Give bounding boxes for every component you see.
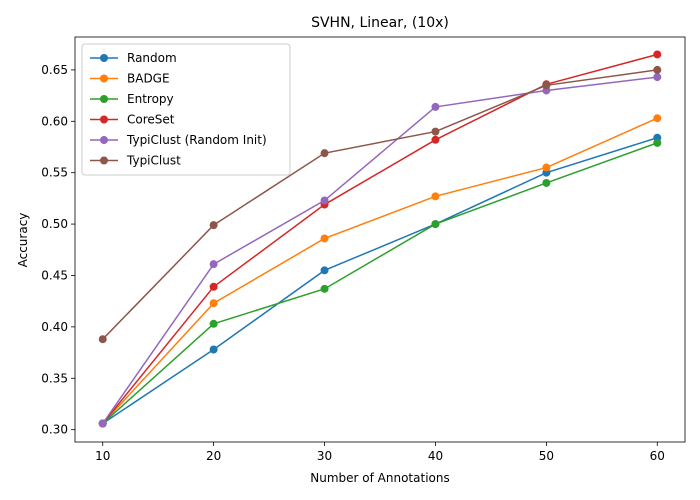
data-point (653, 65, 662, 74)
data-point (320, 266, 329, 275)
y-tick-label: 0.35 (41, 371, 68, 385)
legend-label: Entropy (127, 92, 174, 106)
legend-marker (100, 54, 108, 62)
series-random (98, 133, 662, 428)
legend-marker (100, 156, 108, 165)
data-point (431, 127, 440, 136)
y-tick-label: 0.60 (41, 114, 68, 128)
legend-label: TypiClust (126, 154, 181, 168)
y-tick-label: 0.45 (41, 268, 68, 282)
data-point (209, 282, 218, 291)
x-axis-label: Number of Annotations (310, 471, 449, 485)
y-axis: 0.30 0.35 0.40 0.45 0.50 0.55 0.60 0.65 (41, 63, 75, 437)
x-tick-label: 40 (428, 449, 443, 463)
y-tick-label: 0.55 (41, 166, 68, 180)
legend-item: BADGE (90, 72, 170, 86)
legend-marker (100, 136, 108, 144)
data-point (653, 138, 662, 147)
data-point (320, 284, 329, 293)
legend-box (81, 43, 291, 176)
legend-item: CoreSet (90, 113, 175, 127)
data-point (653, 50, 662, 59)
data-point (209, 299, 218, 308)
data-point (542, 163, 551, 172)
legend-item: TypiClust (90, 154, 181, 168)
data-point (320, 196, 329, 205)
legend-label: BADGE (127, 72, 170, 86)
plot-area (74, 36, 686, 443)
data-point (653, 73, 662, 82)
x-tick-label: 60 (650, 449, 665, 463)
y-tick-label: 0.50 (41, 217, 68, 231)
legend-item: Entropy (90, 92, 174, 106)
x-tick-label: 50 (539, 449, 554, 463)
chart-title: SVHN, Linear, (10x) (311, 15, 449, 31)
legend-marker (100, 74, 108, 83)
data-point (209, 221, 218, 230)
data-point (320, 234, 329, 243)
x-tick-label: 30 (317, 449, 332, 463)
plot-frame (74, 36, 686, 443)
x-axis: 10 20 30 40 50 60 (95, 442, 665, 463)
legend-label: TypiClust (Random Init) (126, 133, 267, 147)
series-line (102, 69, 658, 340)
series-entropy (98, 138, 662, 428)
data-point (209, 345, 218, 354)
series-line (102, 137, 658, 425)
series-line (102, 53, 658, 424)
data-point (209, 319, 218, 328)
x-tick-label: 10 (95, 449, 110, 463)
legend-label: Random (127, 51, 177, 65)
data-point (320, 149, 329, 158)
data-point (98, 419, 107, 428)
legend-item: Random (90, 51, 177, 65)
x-tick-label: 20 (206, 449, 221, 463)
y-tick-label: 0.65 (41, 63, 68, 77)
data-point (98, 335, 107, 344)
legend: Random BADGE Entropy CoreSet TypiClust (Rand… (81, 43, 291, 176)
data-point (431, 135, 440, 144)
series-typiclust (98, 65, 662, 344)
legend-marker (100, 95, 108, 103)
y-tick-label: 0.40 (41, 320, 68, 334)
series-line (102, 76, 658, 424)
data-point (653, 114, 662, 123)
y-tick-label: 0.30 (41, 423, 68, 437)
data-point (542, 81, 551, 90)
series-line (102, 142, 658, 425)
data-point (431, 102, 440, 111)
data-point (542, 178, 551, 187)
y-axis-label: Accuracy (16, 213, 30, 268)
data-point (431, 220, 440, 229)
series-line (102, 117, 658, 425)
legend-label: CoreSet (127, 113, 175, 127)
data-point (431, 192, 440, 201)
legend-item: TypiClust (Random Init) (90, 133, 267, 147)
legend-marker (100, 115, 108, 124)
data-point (209, 260, 218, 269)
